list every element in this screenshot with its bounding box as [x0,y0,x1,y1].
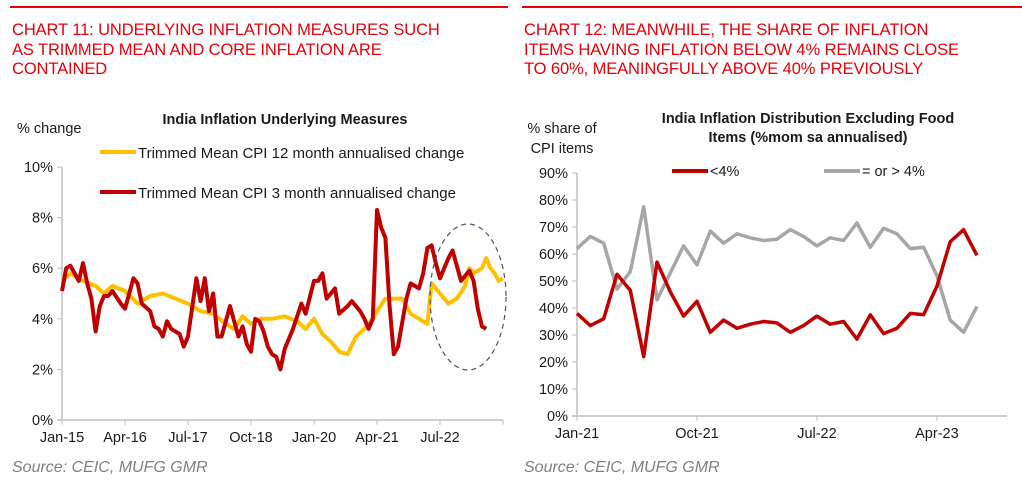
y-tick-label: 6% [32,261,53,277]
heading-rule [10,6,508,8]
axes: 0% 10% 20% 30% 40% 50% 60% 70% 80% 90% Jan-21 Oct-2… [539,166,1007,442]
chart-panel-left: CHART 11: UNDERLYING INFLATION MEASURES … [0,0,510,492]
heading-line: ITEMS HAVING INFLATION BELOW 4% REMAINS … [524,40,959,59]
highlight-ellipse [429,223,507,371]
y-axis-label-line-2: CPI items [531,141,594,157]
x-tick-label: Apr-21 [355,430,399,446]
series-1 [60,208,488,372]
series-group [60,208,505,372]
heading-line: CHART 11: UNDERLYING INFLATION MEASURES … [12,21,440,39]
y-tick-label: 0% [32,413,53,429]
x-tick-label: Jan-21 [555,426,599,442]
chart-underlying-measures: India Inflation Underlying Measures % ch… [17,112,507,446]
y-axis-label: % change [17,121,82,137]
y-tick-label: 10% [539,382,568,398]
heading-line: AS TRIMMED MEAN AND CORE INFLATION ARE [12,40,382,59]
x-tick-label: Jul-22 [797,426,837,442]
chart-heading: CHART 11: UNDERLYING INFLATION MEASURES … [12,21,440,80]
y-tick-label: 4% [32,312,53,328]
y-tick-label: 60% [539,247,568,263]
x-tick-label: Apr-16 [103,430,147,446]
y-axis-label-line-1: % share of [527,121,597,137]
heading-rule [522,6,1022,8]
legend-label-below-4: <4% [710,164,740,180]
x-tick-label: Jul-22 [420,430,460,446]
legend: Trimmed Mean CPI 12 month annualised cha… [100,145,464,202]
y-tick-label: 80% [539,193,568,209]
heading-line: CONTAINED [12,60,108,78]
y-tick-label: 8% [32,211,53,227]
chart-heading: CHART 12: MEANWHILE, THE SHARE OF INFLAT… [524,21,959,80]
x-tick-label: Apr-23 [915,426,959,442]
source-note: Source: CEIC, MUFG GMR [12,459,208,476]
x-tick-label: Jan-20 [292,430,336,446]
legend-label-12m: Trimmed Mean CPI 12 month annualised cha… [138,145,464,162]
heading-line: CHART 12: MEANWHILE, THE SHARE OF INFLAT… [524,21,929,39]
legend-label-3m: Trimmed Mean CPI 3 month annualised chan… [138,185,456,202]
x-tick-label: Jan-15 [40,430,84,446]
y-tick-label: 20% [539,355,568,371]
series-line [60,208,488,372]
y-tick-label: 10% [24,160,53,176]
legend: <4% = or > 4% [672,164,925,180]
chart-inflation-distribution: India Inflation Distribution Excluding F… [527,111,1007,442]
series-0 [575,227,979,359]
series-group [575,205,979,359]
source-note: Source: CEIC, MUFG GMR [524,459,720,476]
legend-label-above-4: = or > 4% [862,164,925,180]
chart-title: India Inflation Underlying Measures [163,112,408,128]
y-tick-label: 90% [539,166,568,182]
x-tick-label: Jul-17 [168,430,208,446]
series-0 [60,256,505,357]
y-tick-label: 2% [32,362,53,378]
series-1 [575,205,979,335]
x-tick-label: Oct-18 [229,430,273,446]
y-tick-label: 0% [547,409,568,425]
axes: 0% 2% 4% 6% 8% 10% Jan-15 Apr-16 Jul-17 Oct-18 Jan… [24,160,504,446]
chart-title-line-2: Items (%mom sa annualised) [708,130,907,146]
y-tick-label: 40% [539,301,568,317]
y-tick-label: 30% [539,328,568,344]
y-tick-label: 50% [539,274,568,290]
y-tick-label: 70% [539,220,568,236]
chart-panel-right: CHART 12: MEANWHILE, THE SHARE OF INFLAT… [512,0,1022,492]
chart-title-line-1: India Inflation Distribution Excluding F… [662,111,954,127]
x-tick-label: Oct-21 [675,426,719,442]
heading-line: TO 60%, MEANINGFULLY ABOVE 40% PREVIOUSL… [524,60,924,78]
